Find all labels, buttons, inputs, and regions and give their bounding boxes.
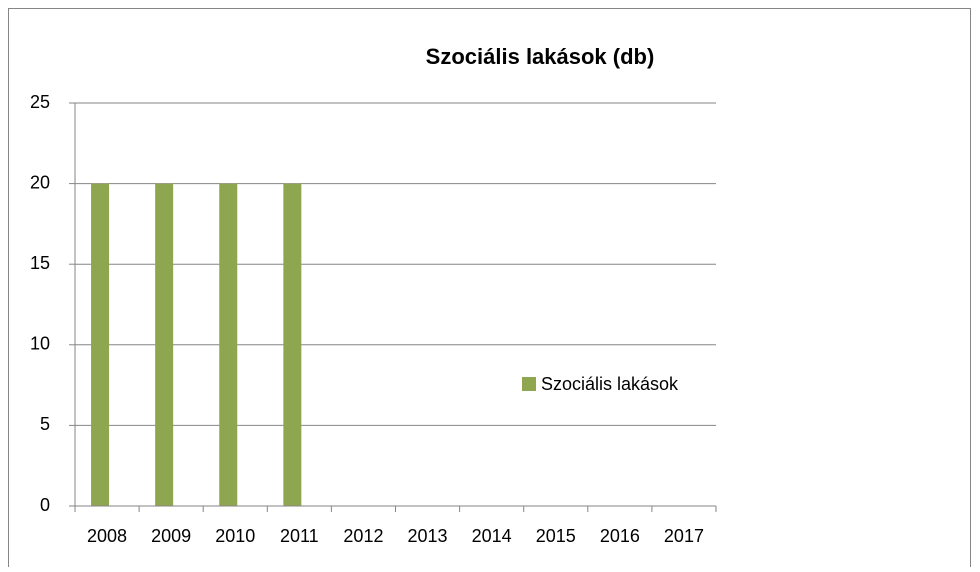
x-tick-label: 2013 <box>408 526 448 546</box>
x-tick-label: 2009 <box>151 526 191 546</box>
bar <box>155 183 174 506</box>
x-tick-label: 2015 <box>536 526 576 546</box>
x-tick-label: 2011 <box>280 526 319 546</box>
chart-title: Szociális lakások (db) <box>426 44 655 69</box>
x-tick-label: 2016 <box>600 526 640 546</box>
x-tick-label: 2008 <box>87 526 127 546</box>
x-tick-label: 2014 <box>472 526 512 546</box>
y-tick-label: 15 <box>30 253 50 273</box>
y-tick-label: 5 <box>40 414 50 434</box>
x-tick-label: 2017 <box>664 526 704 546</box>
x-tick-label: 2010 <box>215 526 255 546</box>
legend-swatch <box>522 377 536 391</box>
legend-label: Szociális lakások <box>541 374 679 394</box>
y-tick-label: 0 <box>40 495 50 515</box>
y-tick-label: 20 <box>30 172 50 192</box>
x-tick-label: 2012 <box>343 526 383 546</box>
y-tick-label: 25 <box>30 92 50 112</box>
bar <box>91 183 110 506</box>
chart-frame <box>8 8 971 572</box>
bar <box>219 183 238 506</box>
y-tick-label: 10 <box>30 334 50 354</box>
bar <box>283 183 302 506</box>
